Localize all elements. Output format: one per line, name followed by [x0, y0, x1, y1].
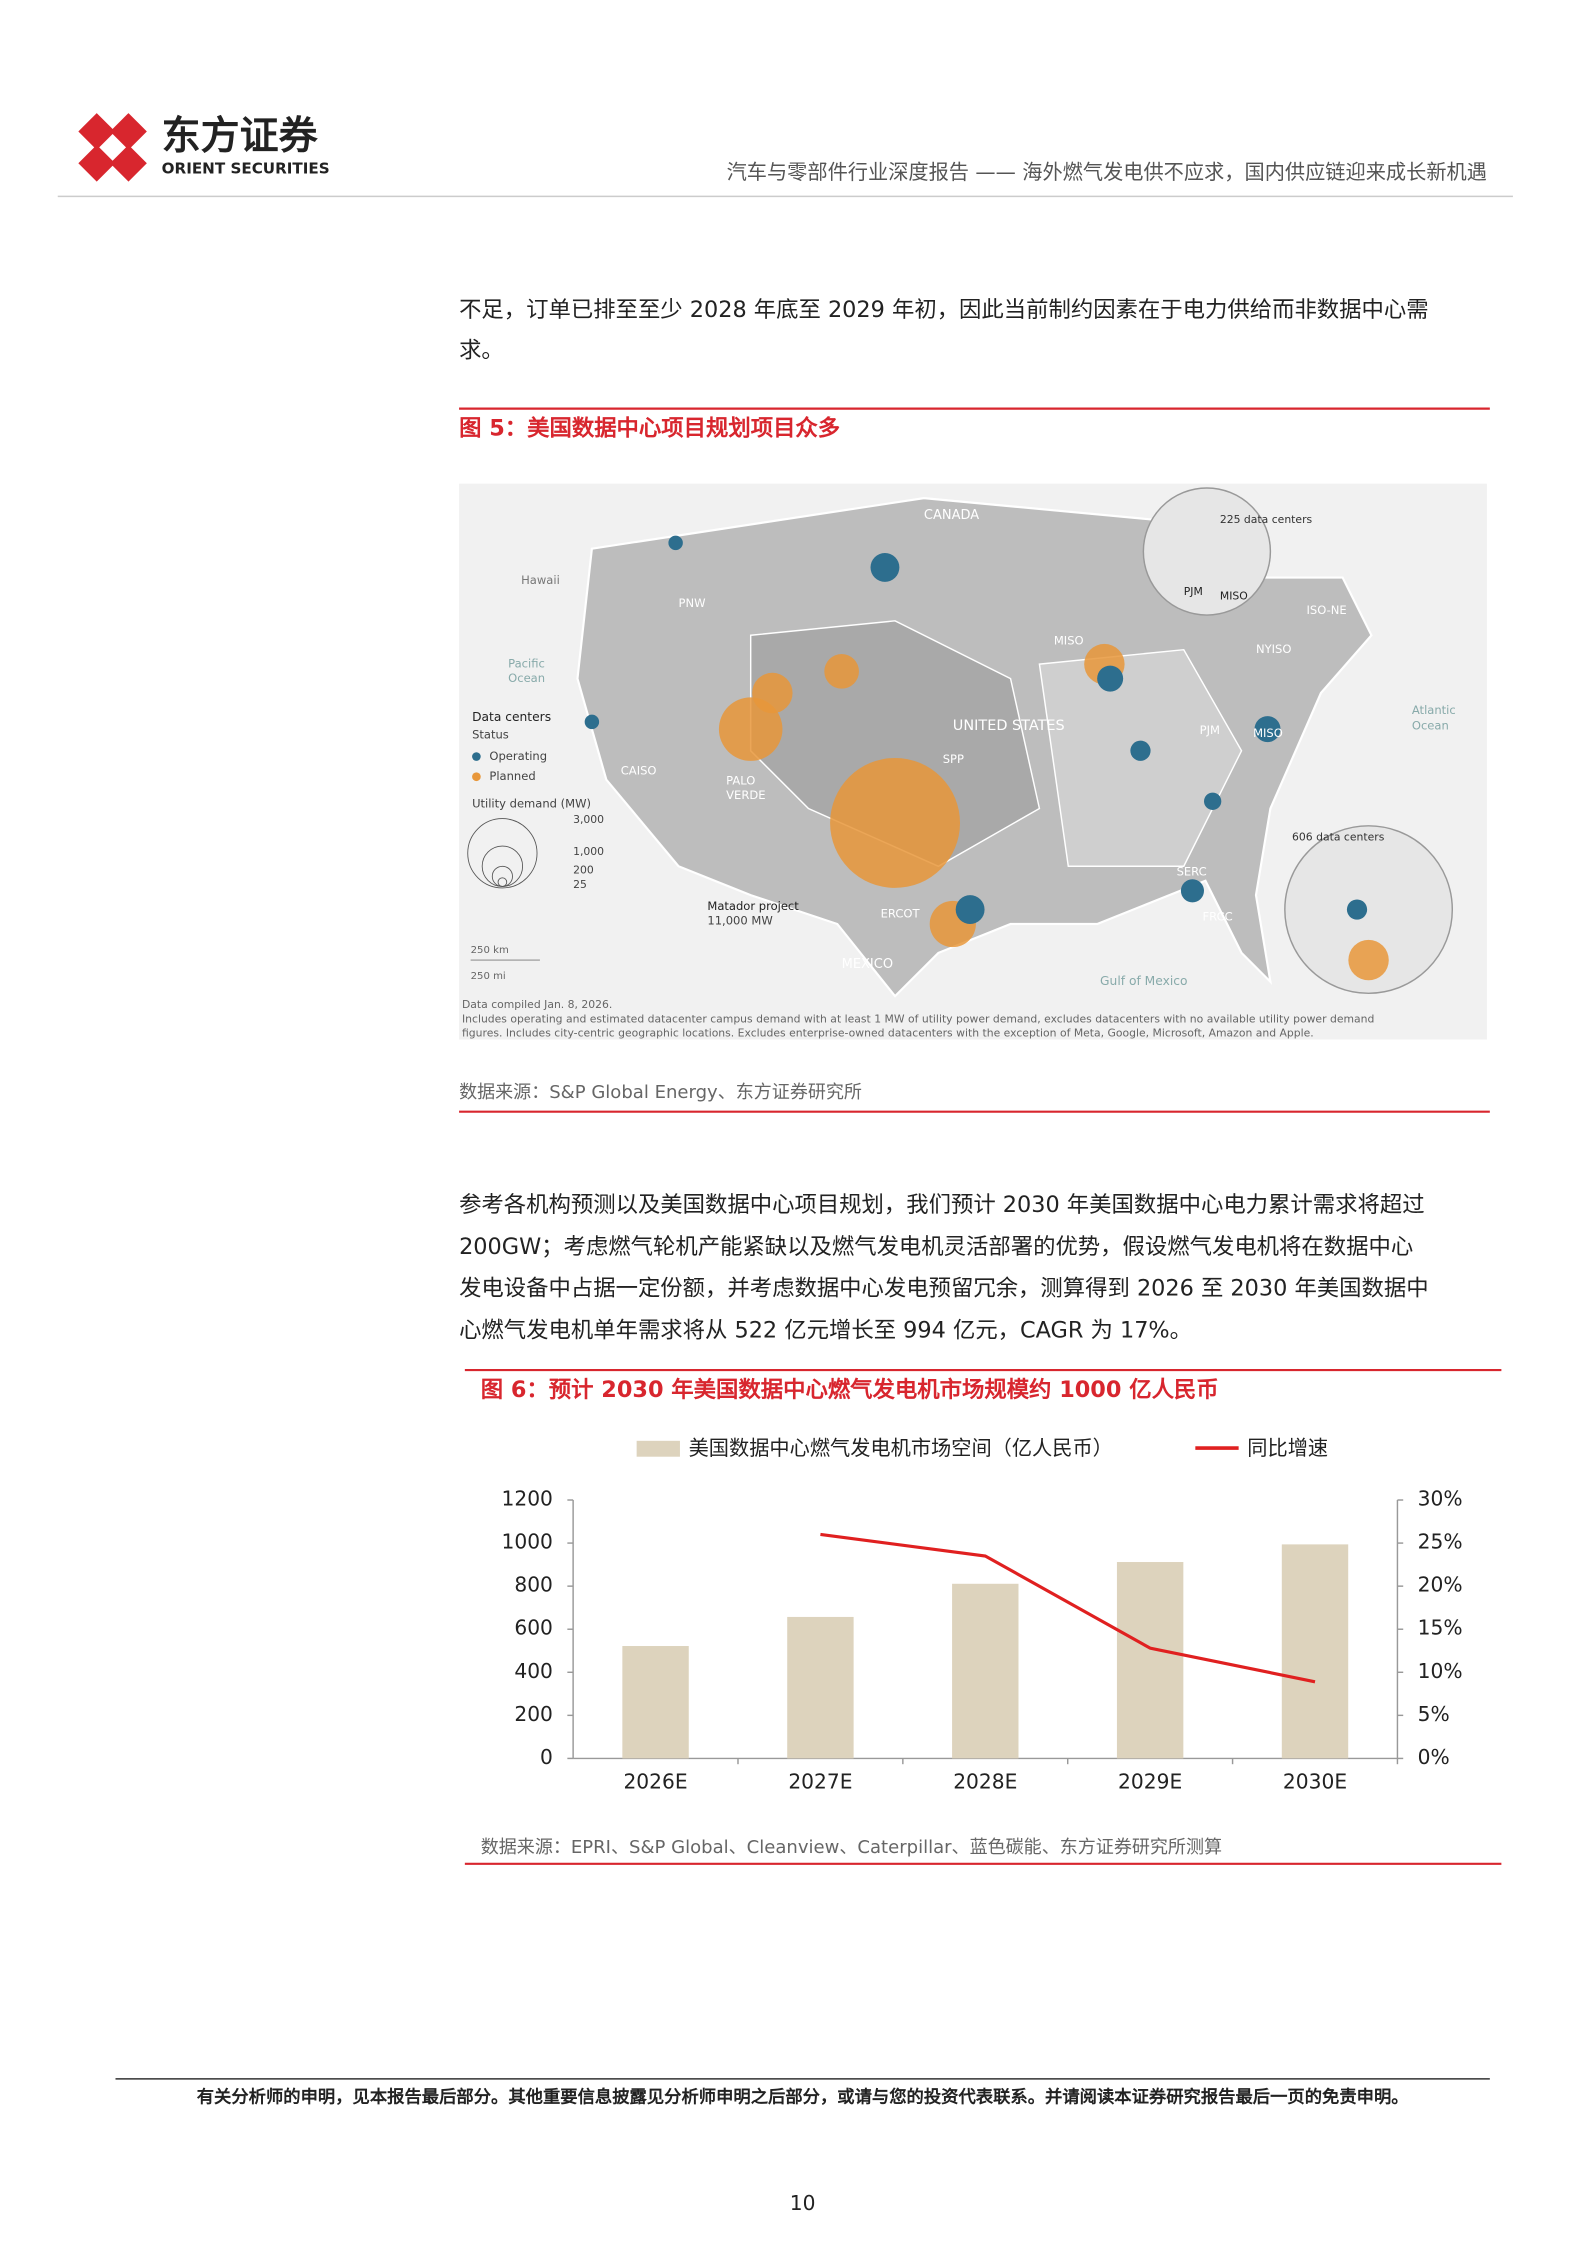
line: [820, 1532, 1316, 1684]
chart: 0 200 400 600 800 1000 1200 0% 5% 10% 15% 20% 25% 30%…: [501, 1436, 1462, 1793]
map-label: 250 mi: [471, 971, 506, 982]
paragraph-line: 发电设备中占据一定份额，并考虑数据中心发电预留冗余，测算得到 2026 至 20…: [459, 1276, 1429, 1302]
y-tick-label: 0: [540, 1745, 553, 1769]
y2-tick-label: 20%: [1418, 1573, 1463, 1597]
x-tick-label: 2026E: [623, 1769, 687, 1793]
y2-tick-label: 25%: [1418, 1530, 1463, 1554]
map-label: Data centers: [472, 710, 551, 724]
map-label: CANADA: [924, 508, 979, 523]
map-label: 3,000: [573, 813, 604, 826]
bar: [1116, 1562, 1184, 1759]
y-tick-label: 1200: [501, 1487, 552, 1511]
map-label: Atlantic: [1412, 703, 1456, 717]
map-label: Pacific: [508, 657, 545, 671]
bar: [952, 1583, 1019, 1759]
x-tick-label: 2030E: [1283, 1769, 1347, 1793]
page-number: 10: [790, 2191, 816, 2215]
chart-title: 图 6：预计 2030 年美国数据中心燃气发电机市场规模约 1000 亿人民币: [481, 1376, 1219, 1403]
map-label: 25: [573, 878, 587, 891]
footer-disclaimer: 有关分析师的申明，见本报告最后部分。其他重要信息披露见分析师申明之后部分，或请与…: [197, 2087, 1409, 2108]
paragraph-line: 求。: [459, 337, 504, 363]
y-tick-label: 400: [514, 1659, 553, 1683]
map-label: PNW: [679, 596, 707, 610]
bar: [622, 1646, 689, 1759]
map-label: 11,000 MW: [707, 914, 773, 928]
y-tick-label: 200: [514, 1702, 553, 1726]
map-label: Gulf of Mexico: [1100, 974, 1187, 988]
map-label: 200: [573, 864, 594, 877]
map-label: PJM: [1200, 723, 1220, 737]
map-label: ERCOT: [881, 906, 921, 920]
map-label: CAISO: [621, 763, 657, 777]
paragraph-line: 参考各机构预测以及美国数据中心项目规划，我们预计 2030 年美国数据中心电力累…: [459, 1192, 1425, 1218]
logo-cn: 东方证券: [162, 114, 319, 159]
map-label: ISO-NE: [1306, 603, 1346, 617]
paragraph-line: 不足，订单已排至至少 2028 年底至 2029 年初，因此当前制约因素在于电力…: [459, 297, 1429, 323]
map-label: Operating: [489, 749, 547, 763]
map-label: Matador project: [707, 899, 799, 913]
y-tick-label: 1000: [501, 1530, 552, 1554]
y2-tick-label: 10%: [1418, 1659, 1463, 1683]
map-label: PALO: [726, 774, 755, 788]
map-label: MISO: [1220, 589, 1248, 602]
y2-tick-label: 0%: [1418, 1745, 1450, 1769]
logo-icon: [78, 113, 147, 182]
map-note: figures. Includes city-centric geographi…: [462, 1027, 1314, 1040]
map-label: 225 data centers: [1220, 513, 1313, 526]
y-tick-label: 800: [514, 1573, 553, 1597]
map-label: VERDE: [726, 788, 765, 802]
bar: [787, 1616, 854, 1759]
chart-source: 数据来源：EPRI、S&P Global、Cleanview、Caterpill…: [481, 1837, 1222, 1858]
legend-label: 美国数据中心燃气发电机市场空间（亿人民币）: [689, 1436, 1113, 1460]
map-label: UNITED STATES: [953, 718, 1065, 734]
map-label: 250 km: [471, 945, 509, 956]
y2-tick-label: 30%: [1418, 1487, 1463, 1511]
map-label: Ocean: [508, 671, 545, 685]
map-note: Includes operating and estimated datacen…: [462, 1012, 1374, 1025]
map-label: SERC: [1177, 865, 1207, 879]
map-label: MISO: [1253, 726, 1283, 740]
paragraph-line: 200GW；考虑燃气轮机产能紧缺以及燃气发电机灵活部署的优势，假设燃气发电机将在…: [459, 1234, 1413, 1260]
x-tick-label: 2027E: [788, 1769, 852, 1793]
x-tick-label: 2029E: [1118, 1769, 1182, 1793]
x-tick-label: 2028E: [953, 1769, 1017, 1793]
map-label: 1,000: [573, 845, 604, 858]
map-label: Hawaii: [521, 573, 560, 587]
map-label: MISO: [1054, 634, 1084, 648]
y2-tick-label: 5%: [1418, 1702, 1450, 1726]
paragraph-line: 心燃气发电机单年需求将从 522 亿元增长至 994 亿元，CAGR 为 17%…: [459, 1318, 1192, 1344]
map-label: Planned: [489, 769, 535, 783]
map-label: Utility demand (MW): [472, 797, 591, 811]
map-label: Ocean: [1412, 719, 1449, 733]
header-subtitle: 汽车与零部件行业深度报告 —— 海外燃气发电供不应求，国内供应链迎来成长新机遇: [727, 160, 1487, 184]
legend-label: 同比增速: [1247, 1436, 1328, 1460]
map-label: 606 data centers: [1292, 830, 1385, 843]
figure-source: 数据来源：S&P Global Energy、东方证券研究所: [459, 1082, 862, 1103]
legend-swatch: [636, 1440, 680, 1457]
y2-tick-label: 15%: [1418, 1616, 1463, 1640]
bar: [1281, 1544, 1349, 1759]
map-note: Data compiled Jan. 8, 2026.: [462, 998, 612, 1011]
y-tick-label: 600: [514, 1616, 553, 1640]
map-label: MEXICO: [842, 957, 893, 972]
map-label: FRCC: [1203, 909, 1233, 923]
logo-en: ORIENT SECURITIES: [162, 159, 330, 177]
map-label: SPP: [943, 752, 964, 766]
figure-title: 图 5：美国数据中心项目规划项目众多: [459, 414, 840, 441]
map-label: Status: [472, 727, 509, 741]
map-label: PJM: [1184, 585, 1203, 598]
map-label: NYISO: [1256, 642, 1291, 656]
